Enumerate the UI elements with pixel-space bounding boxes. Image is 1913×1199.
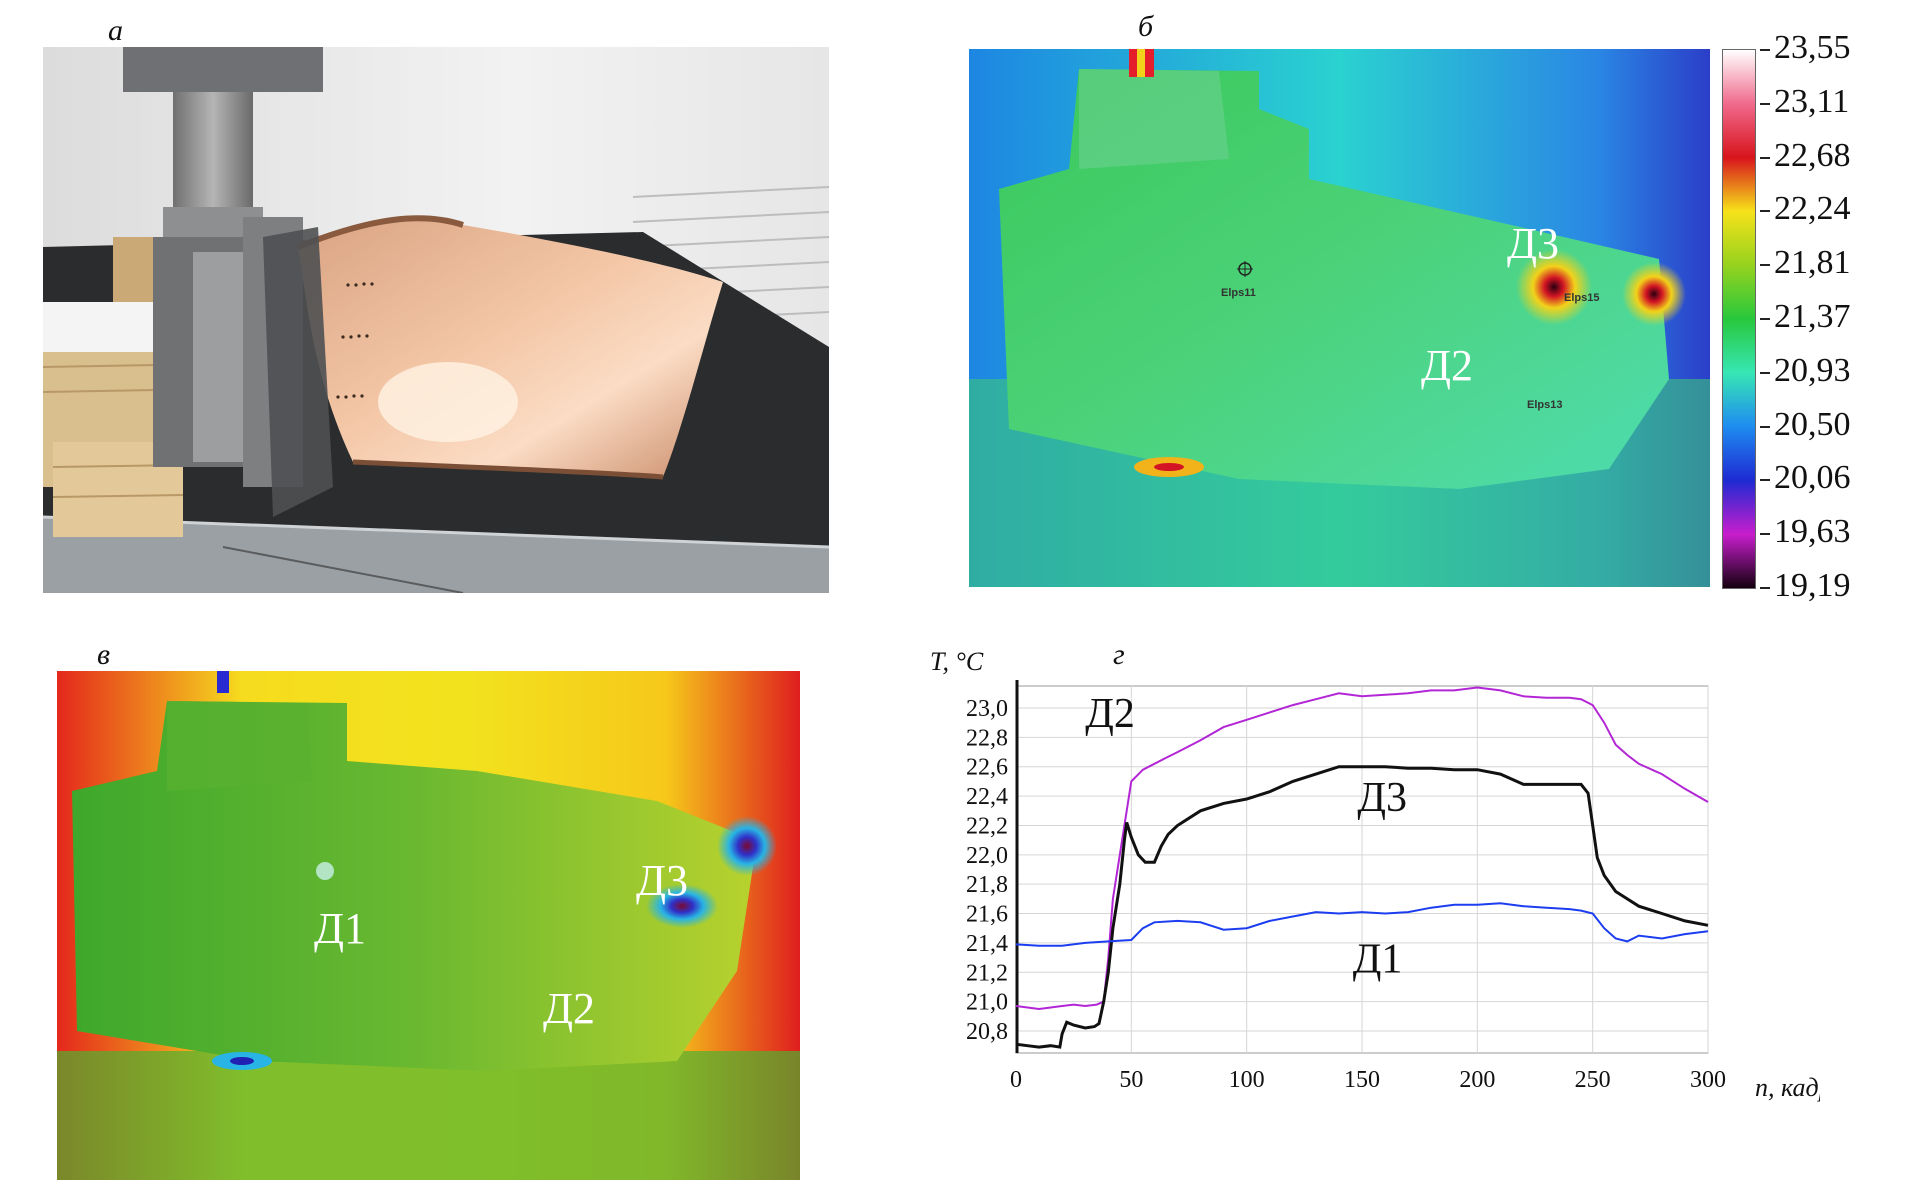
scale-tick-label: 20,06 bbox=[1774, 459, 1851, 497]
y-tick-label: 21,4 bbox=[966, 931, 1008, 957]
b-marker-elps13: Elps13 bbox=[1527, 399, 1563, 411]
scale-tick-mark bbox=[1760, 49, 1770, 51]
scale-tick-label: 19,19 bbox=[1774, 567, 1851, 604]
scale-tick-mark bbox=[1760, 102, 1770, 105]
scale-tick-label: 19,63 bbox=[1774, 513, 1851, 551]
scale-tick-mark bbox=[1760, 318, 1770, 320]
scale-tick-mark bbox=[1760, 533, 1770, 536]
y-tick-label: 21,6 bbox=[966, 902, 1008, 928]
scale-tick-label: 22,24 bbox=[1774, 190, 1851, 228]
series-annotation: Д1 bbox=[1353, 936, 1403, 982]
y-tick-label: 23,0 bbox=[966, 696, 1008, 722]
b-marker-elps11: Elps11 bbox=[1221, 287, 1256, 299]
scale-tick-label: 20,93 bbox=[1774, 351, 1851, 389]
b-label-d3: Д3 bbox=[1507, 219, 1560, 268]
c-label-d2: Д2 bbox=[543, 984, 596, 1033]
panel-b-letter: б bbox=[1138, 10, 1154, 43]
scale-tick-label: 23,11 bbox=[1774, 82, 1850, 120]
x-tick-label: 300 bbox=[1690, 1067, 1726, 1093]
series-annotation: Д3 bbox=[1357, 775, 1407, 821]
c-label-d1: Д1 bbox=[314, 904, 367, 953]
x-tick-label: 50 bbox=[1119, 1067, 1143, 1093]
photo-blade-setup bbox=[43, 47, 829, 593]
series-line-Д2 bbox=[1015, 686, 1709, 1011]
scale-tick-label: 20,50 bbox=[1774, 405, 1851, 443]
y-tick-label: 21,8 bbox=[966, 872, 1008, 898]
thermogram-b bbox=[969, 49, 1710, 587]
temperature-chart: 20,8 21,0 21,2 21,4 21,6 21,8 22,0 22,2 22,4 22,6… bbox=[930, 647, 1820, 1102]
y-tick-label: 22,8 bbox=[966, 725, 1008, 751]
b-marker-elps15: Elps15 bbox=[1564, 292, 1600, 304]
x-tick-label: 0 bbox=[1010, 1067, 1022, 1093]
c-label-d3: Д3 bbox=[636, 856, 689, 905]
x-tick-label: 200 bbox=[1459, 1067, 1495, 1093]
y-tick-label: 22,0 bbox=[966, 843, 1008, 869]
y-tick-label: 22,4 bbox=[966, 784, 1008, 810]
scale-tick-mark bbox=[1760, 479, 1770, 482]
b-label-d2: Д2 bbox=[1421, 341, 1474, 390]
temperature-color-scale bbox=[1722, 49, 1756, 589]
y-tick-label: 21,0 bbox=[966, 990, 1008, 1016]
scale-tick-mark bbox=[1760, 425, 1770, 428]
scale-tick-label: 22,68 bbox=[1774, 136, 1851, 174]
scale-tick-label: 21,37 bbox=[1774, 298, 1851, 335]
series-line-Д3 bbox=[1015, 765, 1709, 1049]
y-tick-label: 22,6 bbox=[966, 755, 1008, 781]
x-tick-label: 150 bbox=[1344, 1067, 1380, 1093]
thermogram-c bbox=[57, 671, 800, 1180]
x-axis-label: n, кадр bbox=[1755, 1073, 1820, 1102]
scale-tick-mark bbox=[1760, 587, 1770, 589]
scale-tick-mark bbox=[1760, 264, 1770, 267]
scale-tick-mark bbox=[1760, 210, 1770, 213]
scale-tick-label: 21,81 bbox=[1774, 244, 1851, 282]
x-tick-label: 250 bbox=[1575, 1067, 1611, 1093]
panel-d-letter: г bbox=[1113, 638, 1125, 671]
y-tick-label: 20,8 bbox=[966, 1019, 1008, 1045]
scale-tick-label: 23,55 bbox=[1774, 29, 1851, 66]
series-annotation: Д2 bbox=[1085, 691, 1135, 737]
scale-tick-mark bbox=[1760, 371, 1770, 374]
x-tick-label: 100 bbox=[1229, 1067, 1265, 1093]
panel-c-letter: в bbox=[97, 638, 111, 671]
y-axis-label: T, °C bbox=[930, 647, 984, 676]
y-tick-label: 22,2 bbox=[966, 813, 1008, 839]
series-line-Д1 bbox=[1015, 902, 1709, 947]
y-tick-label: 21,2 bbox=[966, 960, 1008, 986]
scale-tick-mark bbox=[1760, 156, 1770, 159]
panel-a-letter: а bbox=[108, 14, 123, 47]
